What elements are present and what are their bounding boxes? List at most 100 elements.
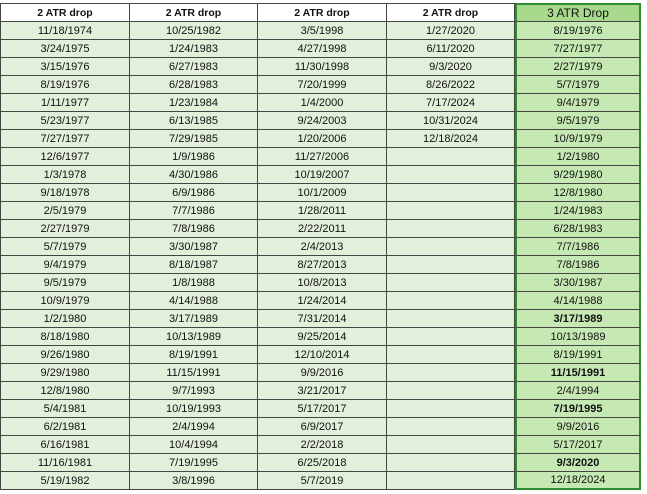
- date-cell: 5/4/1981: [0, 400, 130, 418]
- date-cell: 5/17/2017: [258, 400, 387, 418]
- date-cell: 9/5/1979: [515, 112, 641, 130]
- date-cell: 1/3/1978: [0, 166, 130, 184]
- date-cell: 9/24/2003: [258, 112, 387, 130]
- date-cell: 11/15/1991: [130, 364, 258, 382]
- date-cell: 8/18/1987: [130, 256, 258, 274]
- column-header: 2 ATR drop: [387, 3, 515, 22]
- date-cell: 5/17/2017: [515, 436, 641, 454]
- date-cell: 10/19/1993: [130, 400, 258, 418]
- date-cell: 3/15/1976: [0, 58, 130, 76]
- date-cell: 6/28/1983: [515, 220, 641, 238]
- empty-cell: [387, 328, 515, 346]
- date-cell: 9/18/1978: [0, 184, 130, 202]
- empty-cell: [387, 472, 515, 490]
- date-cell: 2/27/1979: [515, 58, 641, 76]
- empty-cell: [387, 148, 515, 166]
- date-cell: 1/9/1986: [130, 148, 258, 166]
- date-cell: 6/11/2020: [387, 40, 515, 58]
- empty-cell: [387, 184, 515, 202]
- date-cell: 11/16/1981: [0, 454, 130, 472]
- empty-cell: [387, 220, 515, 238]
- empty-cell: [387, 346, 515, 364]
- empty-cell: [387, 238, 515, 256]
- column-header: 2 ATR drop: [258, 3, 387, 22]
- date-cell: 10/13/1989: [130, 328, 258, 346]
- empty-cell: [387, 418, 515, 436]
- date-cell: 9/3/2020: [515, 454, 641, 472]
- date-cell: 9/3/2020: [387, 58, 515, 76]
- date-cell: 2/4/1994: [515, 382, 641, 400]
- date-cell: 7/7/1986: [515, 238, 641, 256]
- date-cell: 5/23/1977: [0, 112, 130, 130]
- date-cell: 5/19/1982: [0, 472, 130, 490]
- date-cell: 1/23/1984: [130, 94, 258, 112]
- date-cell: 4/14/1988: [515, 292, 641, 310]
- date-cell: 3/17/1989: [130, 310, 258, 328]
- date-cell: 2/22/2011: [258, 220, 387, 238]
- empty-cell: [387, 436, 515, 454]
- date-cell: 9/29/1980: [515, 166, 641, 184]
- date-cell: 9/29/1980: [0, 364, 130, 382]
- column-header: 2 ATR drop: [0, 3, 130, 22]
- date-cell: 6/27/1983: [130, 58, 258, 76]
- date-cell: 3/8/1996: [130, 472, 258, 490]
- date-cell: 7/27/1977: [515, 40, 641, 58]
- date-cell: 2/2/2018: [258, 436, 387, 454]
- date-cell: 6/16/1981: [0, 436, 130, 454]
- date-cell: 3/24/1975: [0, 40, 130, 58]
- date-cell: 6/2/1981: [0, 418, 130, 436]
- date-cell: 8/19/1991: [515, 346, 641, 364]
- date-cell: 8/19/1976: [0, 76, 130, 94]
- date-cell: 4/27/1998: [258, 40, 387, 58]
- date-cell: 5/7/1979: [515, 76, 641, 94]
- date-cell: 1/20/2006: [258, 130, 387, 148]
- date-cell: 5/7/1979: [0, 238, 130, 256]
- date-cell: 4/14/1988: [130, 292, 258, 310]
- date-cell: 7/8/1986: [515, 256, 641, 274]
- spreadsheet: 2 ATR drop 11/18/1974 3/24/1975 3/15/1976 8/…: [0, 3, 641, 491]
- date-cell: 3/21/2017: [258, 382, 387, 400]
- date-cell: 5/7/2019: [258, 472, 387, 490]
- date-cell: 10/9/1979: [515, 130, 641, 148]
- date-cell: 6/9/2017: [258, 418, 387, 436]
- date-cell: 7/27/1977: [0, 130, 130, 148]
- date-cell: 2/5/1979: [0, 202, 130, 220]
- date-cell: 11/30/1998: [258, 58, 387, 76]
- date-cell: 9/25/2014: [258, 328, 387, 346]
- date-cell: 11/18/1974: [0, 22, 130, 40]
- date-cell: 2/27/1979: [0, 220, 130, 238]
- date-cell: 7/19/1995: [515, 400, 641, 418]
- date-cell: 10/8/2013: [258, 274, 387, 292]
- date-cell: 11/15/1991: [515, 364, 641, 382]
- date-cell: 1/8/1988: [130, 274, 258, 292]
- date-cell: 1/11/1977: [0, 94, 130, 112]
- date-cell: 10/9/1979: [0, 292, 130, 310]
- empty-cell: [387, 274, 515, 292]
- empty-cell: [387, 310, 515, 328]
- date-cell: 1/28/2011: [258, 202, 387, 220]
- empty-cell: [387, 400, 515, 418]
- date-cell: 8/26/2022: [387, 76, 515, 94]
- empty-cell: [387, 202, 515, 220]
- date-cell: 10/19/2007: [258, 166, 387, 184]
- date-cell: 6/28/1983: [130, 76, 258, 94]
- date-cell: 8/19/1991: [130, 346, 258, 364]
- date-cell: 6/13/1985: [130, 112, 258, 130]
- empty-cell: [387, 454, 515, 472]
- date-cell: 9/7/1993: [130, 382, 258, 400]
- date-cell: 8/19/1976: [515, 22, 641, 40]
- empty-cell: [387, 256, 515, 274]
- date-cell: 9/5/1979: [0, 274, 130, 292]
- date-cell: 12/18/2024: [515, 472, 641, 490]
- date-cell: 9/9/2016: [515, 418, 641, 436]
- empty-cell: [387, 364, 515, 382]
- date-cell: 9/4/1979: [0, 256, 130, 274]
- date-cell: 10/1/2009: [258, 184, 387, 202]
- date-cell: 3/5/1998: [258, 22, 387, 40]
- date-cell: 12/18/2024: [387, 130, 515, 148]
- date-cell: 2/4/1994: [130, 418, 258, 436]
- date-cell: 4/30/1986: [130, 166, 258, 184]
- date-cell: 10/25/1982: [130, 22, 258, 40]
- date-cell: 1/27/2020: [387, 22, 515, 40]
- date-cell: 10/4/1994: [130, 436, 258, 454]
